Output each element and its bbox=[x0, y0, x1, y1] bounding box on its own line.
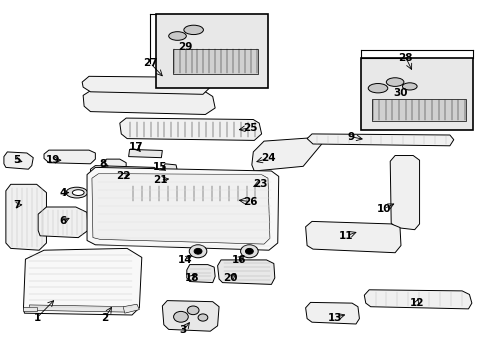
Text: 10: 10 bbox=[376, 204, 390, 214]
Text: 11: 11 bbox=[338, 231, 353, 241]
Ellipse shape bbox=[386, 78, 403, 86]
Ellipse shape bbox=[240, 245, 258, 258]
Text: 9: 9 bbox=[347, 132, 354, 142]
Text: 4: 4 bbox=[60, 188, 67, 198]
Polygon shape bbox=[4, 152, 33, 169]
Polygon shape bbox=[38, 207, 88, 238]
Text: 14: 14 bbox=[177, 255, 192, 265]
Polygon shape bbox=[364, 290, 471, 309]
Text: 24: 24 bbox=[260, 153, 275, 163]
Text: 6: 6 bbox=[59, 216, 66, 226]
Polygon shape bbox=[360, 58, 472, 130]
Polygon shape bbox=[29, 305, 131, 312]
Polygon shape bbox=[83, 91, 215, 114]
Polygon shape bbox=[306, 134, 453, 146]
Polygon shape bbox=[155, 14, 267, 88]
Polygon shape bbox=[92, 174, 269, 244]
Text: 1: 1 bbox=[34, 312, 41, 323]
Text: 29: 29 bbox=[177, 42, 192, 52]
Polygon shape bbox=[128, 149, 162, 158]
Polygon shape bbox=[172, 49, 258, 74]
Polygon shape bbox=[23, 248, 142, 315]
Ellipse shape bbox=[194, 248, 202, 254]
Text: 28: 28 bbox=[398, 53, 412, 63]
Text: 25: 25 bbox=[243, 123, 257, 133]
Polygon shape bbox=[23, 307, 37, 311]
Text: 19: 19 bbox=[45, 155, 60, 165]
Polygon shape bbox=[257, 178, 276, 194]
Text: 20: 20 bbox=[223, 273, 238, 283]
Polygon shape bbox=[6, 184, 46, 250]
Ellipse shape bbox=[66, 187, 87, 198]
Polygon shape bbox=[120, 118, 261, 140]
Ellipse shape bbox=[167, 174, 183, 185]
Polygon shape bbox=[102, 159, 126, 179]
Polygon shape bbox=[90, 166, 160, 186]
Ellipse shape bbox=[189, 245, 206, 258]
Text: 5: 5 bbox=[14, 155, 20, 165]
Ellipse shape bbox=[245, 248, 253, 254]
Text: 21: 21 bbox=[153, 175, 167, 185]
Text: 22: 22 bbox=[116, 171, 130, 181]
Polygon shape bbox=[217, 260, 274, 284]
Text: 2: 2 bbox=[102, 312, 108, 323]
Polygon shape bbox=[163, 164, 177, 173]
Text: 26: 26 bbox=[243, 197, 257, 207]
Text: 15: 15 bbox=[153, 162, 167, 172]
Polygon shape bbox=[371, 99, 465, 121]
Ellipse shape bbox=[402, 83, 416, 90]
Text: 16: 16 bbox=[231, 255, 245, 265]
Ellipse shape bbox=[72, 190, 84, 195]
Ellipse shape bbox=[183, 25, 203, 35]
Polygon shape bbox=[251, 138, 321, 171]
Text: 8: 8 bbox=[99, 159, 106, 169]
Ellipse shape bbox=[171, 176, 179, 182]
Polygon shape bbox=[305, 221, 400, 253]
Text: 7: 7 bbox=[13, 200, 21, 210]
Polygon shape bbox=[123, 183, 260, 205]
Polygon shape bbox=[82, 76, 209, 94]
Polygon shape bbox=[87, 167, 278, 250]
Text: 23: 23 bbox=[252, 179, 267, 189]
Text: 17: 17 bbox=[128, 142, 143, 152]
Text: 30: 30 bbox=[393, 88, 407, 98]
Ellipse shape bbox=[367, 84, 387, 93]
Text: 27: 27 bbox=[142, 58, 157, 68]
Text: 3: 3 bbox=[180, 325, 186, 336]
Polygon shape bbox=[44, 150, 95, 164]
Ellipse shape bbox=[173, 311, 188, 322]
Polygon shape bbox=[162, 301, 219, 331]
Polygon shape bbox=[186, 265, 215, 283]
Polygon shape bbox=[389, 156, 419, 230]
Ellipse shape bbox=[187, 306, 199, 315]
Ellipse shape bbox=[198, 314, 207, 321]
Text: 13: 13 bbox=[327, 312, 342, 323]
Polygon shape bbox=[305, 302, 359, 324]
Polygon shape bbox=[123, 304, 139, 313]
Text: 12: 12 bbox=[408, 298, 423, 308]
Text: 18: 18 bbox=[184, 273, 199, 283]
Ellipse shape bbox=[168, 32, 186, 40]
